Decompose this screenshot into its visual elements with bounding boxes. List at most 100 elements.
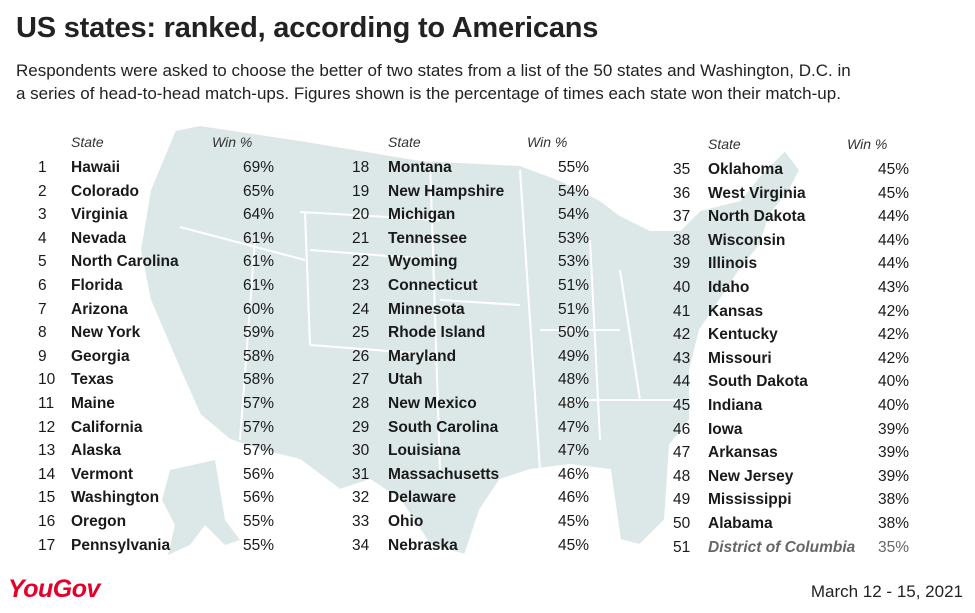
state-cell: Texas [71,371,114,389]
win-cell: 44% [877,255,909,273]
state-cell: Ohio [388,513,424,530]
win-cell: 47% [557,418,589,436]
win-cell: 54% [557,206,589,224]
state-cell: Georgia [71,347,130,365]
win-cell: 45% [557,513,589,530]
state-cell: Delaware [388,489,457,507]
state-cell: Nevada [71,229,127,247]
win-cell: 56% [242,489,274,507]
rank-cell: 10 [38,371,56,389]
rank-cell: 24 [352,300,370,318]
rank-cell: 49 [673,491,691,509]
rank-cell: 27 [352,371,370,389]
state-cell: Washington [71,489,160,507]
rank-cell: 1 [38,159,47,176]
state-cell: Illinois [708,255,758,273]
state-cell: Arizona [71,300,128,318]
rank-cell: 9 [38,347,47,365]
state-cell: Wyoming [388,253,458,271]
win-cell: 38% [877,515,909,532]
state-cell: Kansas [708,302,764,320]
state-cell: South Carolina [388,418,499,436]
rank-cell: 5 [38,253,47,271]
win-cell: 45% [877,161,909,178]
rank-cell: 37 [673,208,691,226]
state-cell: Connecticut [388,277,478,294]
rank-cell: 30 [352,442,370,460]
win-cell: 55% [242,513,274,530]
rank-cell: 46 [673,420,691,438]
state-cell: Tennessee [388,229,467,247]
win-cell: 56% [242,465,274,483]
state-cell: Kentucky [708,326,778,344]
subtitle-line-2: a series of head-to-head match-ups. Figu… [16,84,841,103]
state-cell: Utah [388,371,423,389]
rank-cell: 4 [38,229,47,247]
win-cell: 42% [877,349,909,367]
yougov-logo: YouGov [8,575,100,603]
rank-cell: 20 [352,206,370,224]
page-title: US states: ranked, according to American… [16,12,599,44]
state-cell: New Jersey [708,467,794,485]
state-cell: Pennsylvania [71,536,171,554]
rank-cell: 2 [38,182,47,200]
win-cell: 58% [242,371,274,389]
win-cell: 38% [877,491,909,509]
subtitle-line-1: Respondents were asked to choose the bet… [16,61,851,80]
rank-cell: 26 [352,347,370,365]
rank-cell: 15 [38,489,56,507]
rank-cell: 29 [352,418,370,436]
state-cell: Indiana [708,397,763,414]
state-cell: Maine [71,395,115,412]
state-cell: District of Columbia [708,538,856,556]
state-cell: Hawaii [71,159,121,176]
rank-cell: 22 [352,253,370,271]
rank-cell: 44 [673,373,691,391]
state-cell: Wisconsin [708,231,786,249]
state-cell: Alaska [71,442,121,460]
win-cell: 51% [557,300,589,318]
rank-cell: 14 [38,465,56,483]
rank-cell: 48 [673,467,691,485]
rank-cell: 13 [38,442,56,460]
state-cell: New York [71,324,141,342]
column-header-win: Win % [212,134,253,150]
rank-cell: 34 [352,536,370,554]
win-cell: 57% [242,418,274,436]
alaska-shape [162,460,240,555]
win-cell: 44% [877,208,909,226]
state-cell: Florida [71,277,123,294]
rank-cell: 36 [673,184,691,202]
win-cell: 40% [877,397,909,414]
rank-cell: 21 [352,229,370,247]
column-header-state: State [388,134,421,150]
win-cell: 39% [877,444,909,462]
state-cell: Louisiana [388,442,461,460]
state-cell: Montana [388,159,452,176]
rank-cell: 7 [38,300,47,318]
state-cell: Mississippi [708,491,792,509]
win-cell: 40% [877,373,909,391]
win-cell: 61% [242,253,274,271]
rank-cell: 35 [673,161,691,178]
win-cell: 53% [557,229,589,247]
state-cell: Maryland [388,347,457,365]
win-cell: 48% [557,395,589,412]
win-cell: 43% [877,279,909,296]
state-cell: Iowa [708,420,743,438]
win-cell: 59% [242,324,274,342]
state-cell: Michigan [388,206,456,224]
state-cell: Oklahoma [708,161,783,178]
rank-cell: 38 [673,231,691,249]
win-cell: 69% [242,159,274,176]
win-cell: 61% [242,277,274,294]
rank-cell: 3 [38,206,47,224]
rank-cell: 41 [673,302,691,320]
win-cell: 53% [557,253,589,271]
state-cell: South Dakota [708,373,808,391]
win-cell: 39% [877,420,909,438]
state-cell: Nebraska [388,536,458,554]
rank-cell: 17 [38,536,56,554]
rank-cell: 43 [673,349,691,367]
win-cell: 46% [557,489,589,507]
